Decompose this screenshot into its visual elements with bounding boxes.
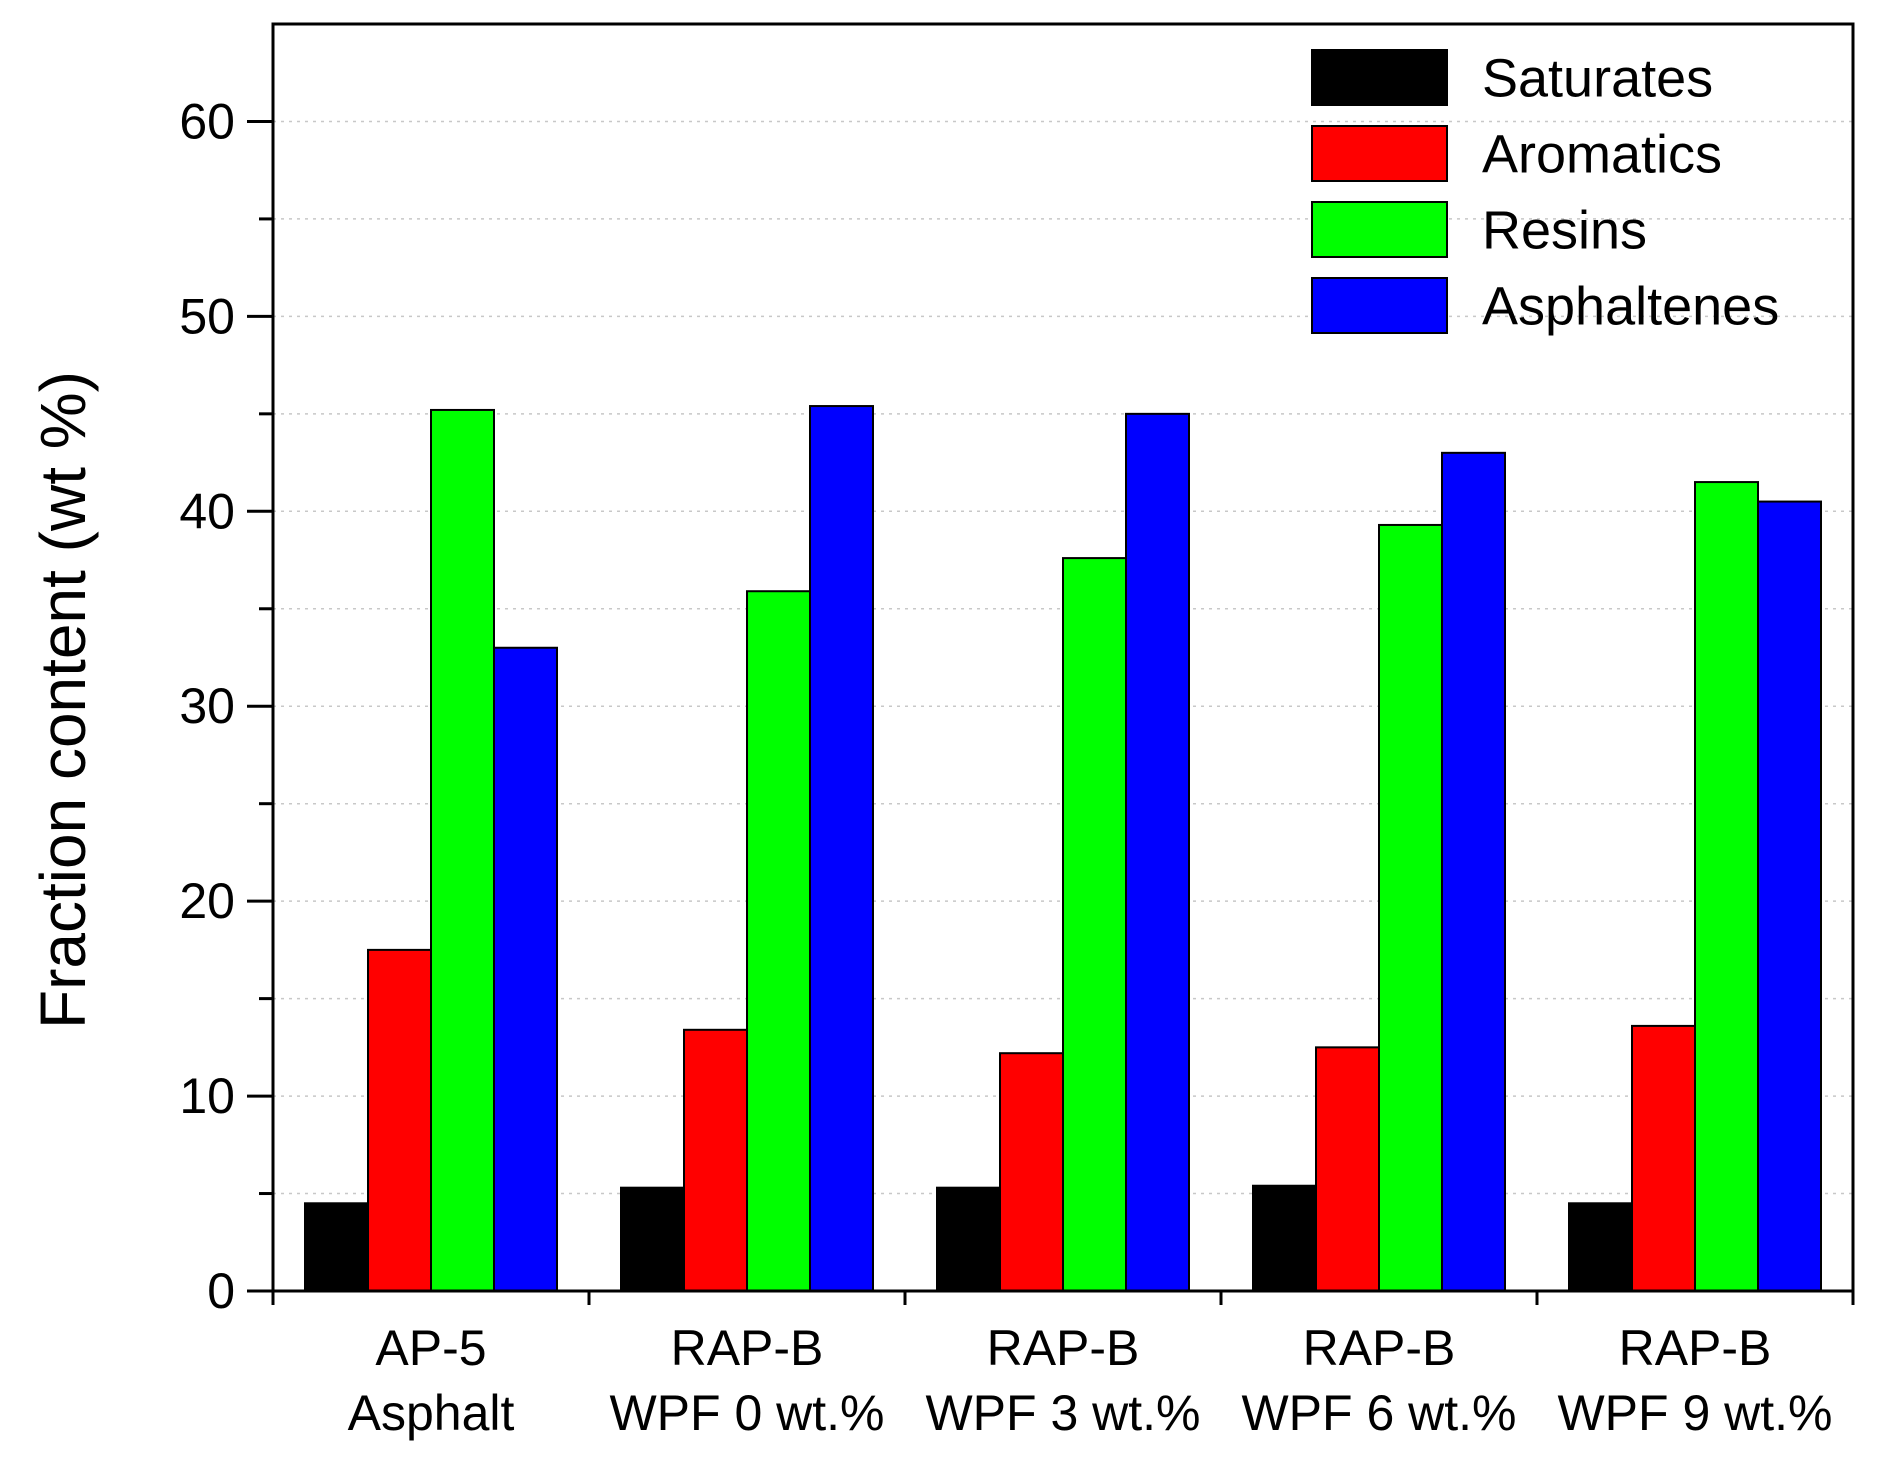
bar-saturates-1 xyxy=(620,1186,685,1293)
legend-swatch-aromatics xyxy=(1311,125,1448,182)
category-label-4-line-0: RAP-B xyxy=(1619,1320,1772,1376)
plot-frame xyxy=(271,22,1855,1293)
bar-aromatics-4 xyxy=(1631,1024,1696,1293)
bar-saturates-0 xyxy=(304,1202,369,1293)
legend-label-aromatics: Aromatics xyxy=(1482,125,1722,185)
legend-label-asphaltenes: Asphaltenes xyxy=(1482,277,1779,337)
bar-resins-2 xyxy=(1062,557,1127,1292)
y-tick-label: 0 xyxy=(207,1263,235,1319)
bar-saturates-4 xyxy=(1568,1202,1633,1293)
bar-saturates-3 xyxy=(1252,1184,1317,1293)
bar-aromatics-0 xyxy=(367,948,432,1293)
y-tick-label: 40 xyxy=(179,483,235,539)
category-label-1-line-1: WPF 0 wt.% xyxy=(609,1385,884,1441)
category-label-0-line-1: Asphalt xyxy=(348,1385,515,1441)
bar-aromatics-3 xyxy=(1315,1046,1380,1293)
bar-resins-3 xyxy=(1378,523,1443,1292)
bar-resins-4 xyxy=(1694,481,1759,1293)
y-tick-label: 30 xyxy=(179,678,235,734)
bar-resins-1 xyxy=(746,590,811,1292)
y-tick-label: 20 xyxy=(179,873,235,929)
bar-asphaltenes-0 xyxy=(493,646,558,1292)
bar-saturates-2 xyxy=(936,1186,1001,1293)
bar-resins-0 xyxy=(430,408,495,1292)
y-tick-label: 50 xyxy=(179,288,235,344)
category-label-3-line-0: RAP-B xyxy=(1303,1320,1456,1376)
legend-swatch-resins xyxy=(1311,201,1448,258)
axes xyxy=(247,22,1855,1305)
category-label-3-line-1: WPF 6 wt.% xyxy=(1241,1385,1516,1441)
bar-asphaltenes-4 xyxy=(1757,500,1822,1292)
legend: Saturates Aromatics Resins Asphaltenes xyxy=(1311,49,1779,337)
y-tick-label: 10 xyxy=(179,1068,235,1124)
bar-aromatics-2 xyxy=(999,1052,1064,1292)
tick-labels: 0 10 20 30 40 50 60 xyxy=(179,93,235,1319)
bar-asphaltenes-2 xyxy=(1125,412,1190,1293)
y-tick-label: 60 xyxy=(179,93,235,149)
category-labels: AP-5 Asphalt RAP-B WPF 0 wt.% RAP-B WPF 3 wt.… xyxy=(348,1320,1833,1441)
category-label-1-line-0: RAP-B xyxy=(671,1320,824,1376)
bar-aromatics-1 xyxy=(683,1028,748,1293)
category-label-2-line-0: RAP-B xyxy=(987,1320,1140,1376)
legend-swatch-asphaltenes xyxy=(1311,277,1448,334)
legend-swatch-saturates xyxy=(1311,49,1448,106)
bars xyxy=(304,405,1822,1293)
category-label-4-line-1: WPF 9 wt.% xyxy=(1557,1385,1832,1441)
category-label-0-line-0: AP-5 xyxy=(375,1320,486,1376)
legend-label-saturates: Saturates xyxy=(1482,49,1713,109)
bar-asphaltenes-3 xyxy=(1441,451,1506,1293)
y-axis-title: Fraction content (wt %) xyxy=(27,371,99,1029)
bar-asphaltenes-1 xyxy=(809,405,874,1292)
legend-label-resins: Resins xyxy=(1482,201,1647,261)
category-label-2-line-1: WPF 3 wt.% xyxy=(925,1385,1200,1441)
